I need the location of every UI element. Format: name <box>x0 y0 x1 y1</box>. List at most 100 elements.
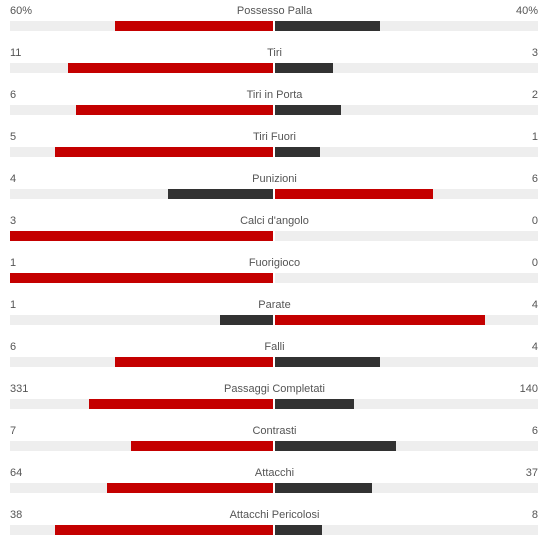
away-bar <box>275 525 322 535</box>
stat-row-free-kicks: 4 Punizioni 6 <box>0 168 549 210</box>
stat-label: Fuorigioco <box>248 257 301 269</box>
away-bar <box>275 63 333 73</box>
away-value: 1 <box>531 131 538 143</box>
away-value: 8 <box>531 509 538 521</box>
bar-divider <box>273 357 275 367</box>
away-value: 3 <box>531 47 538 59</box>
stat-row-fouls: 6 Falli 4 <box>0 336 549 378</box>
home-bar <box>68 63 273 73</box>
home-bar <box>115 21 273 31</box>
away-value: 6 <box>531 173 538 185</box>
away-value: 0 <box>531 215 538 227</box>
home-value: 38 <box>10 509 23 521</box>
bar-divider <box>273 147 275 157</box>
bar-divider <box>273 399 275 409</box>
stat-row-tackles: 7 Contrasti 6 <box>0 420 549 462</box>
away-value: 40% <box>515 5 538 17</box>
away-value: 140 <box>519 383 538 395</box>
away-value: 37 <box>525 467 538 479</box>
stat-bar-track <box>10 21 538 31</box>
stat-label: Calci d'angolo <box>240 215 309 227</box>
bar-divider <box>273 63 275 73</box>
away-bar <box>275 357 380 367</box>
home-value: 4 <box>10 173 17 185</box>
stat-bar-track <box>10 525 538 535</box>
home-bar <box>10 273 273 283</box>
home-bar <box>220 315 273 325</box>
stat-row-offsides: 1 Fuorigioco 0 <box>0 252 549 294</box>
bar-divider <box>273 189 275 199</box>
stat-row-shots-off-target: 5 Tiri Fuori 1 <box>0 126 549 168</box>
stat-bar-track <box>10 189 538 199</box>
home-value: 11 <box>10 47 22 59</box>
home-value: 64 <box>10 467 23 479</box>
away-bar <box>275 483 372 493</box>
home-bar <box>10 231 273 241</box>
home-bar <box>89 399 273 409</box>
away-bar <box>275 441 396 451</box>
stat-label: Possesso Palla <box>236 5 313 17</box>
away-bar <box>275 147 320 157</box>
stat-label: Passaggi Completati <box>224 383 325 395</box>
stat-label: Tiri <box>267 47 282 59</box>
stat-row-corners: 3 Calci d'angolo 0 <box>0 210 549 252</box>
stat-label: Parate <box>258 299 291 311</box>
bar-divider <box>273 273 275 283</box>
away-bar <box>275 105 341 115</box>
home-value: 3 <box>10 215 17 227</box>
away-value: 2 <box>531 89 538 101</box>
stat-bar-track <box>10 357 538 367</box>
stat-row-attacks: 64 Attacchi 37 <box>0 462 549 504</box>
home-bar <box>76 105 273 115</box>
home-value: 6 <box>10 89 17 101</box>
away-bar <box>275 189 433 199</box>
stat-bar-track <box>10 231 538 241</box>
stat-row-shots-on-target: 6 Tiri in Porta 2 <box>0 84 549 126</box>
stat-label: Attacchi <box>254 467 295 479</box>
stat-row-possession: 60% Possesso Palla 40% <box>0 0 549 42</box>
stat-bar-track <box>10 105 538 115</box>
away-value: 0 <box>531 257 538 269</box>
stat-row-shots: 11 Tiri 3 <box>0 42 549 84</box>
bar-divider <box>273 315 275 325</box>
stat-label: Falli <box>264 341 285 353</box>
away-bar <box>275 315 485 325</box>
home-bar <box>55 525 273 535</box>
stat-bar-track <box>10 441 538 451</box>
home-bar <box>131 441 273 451</box>
stat-bar-track <box>10 483 538 493</box>
home-value: 6 <box>10 341 17 353</box>
stat-label: Attacchi Pericolosi <box>229 509 320 521</box>
stat-bar-track <box>10 147 538 157</box>
stat-row-completed-passes: 331 Passaggi Completati 140 <box>0 378 549 420</box>
stat-label: Punizioni <box>252 173 297 185</box>
home-bar <box>55 147 273 157</box>
stat-row-saves: 1 Parate 4 <box>0 294 549 336</box>
home-value: 60% <box>10 5 33 17</box>
bar-divider <box>273 105 275 115</box>
home-value: 5 <box>10 131 17 143</box>
away-value: 6 <box>531 425 538 437</box>
stat-label: Tiri in Porta <box>246 89 303 101</box>
bar-divider <box>273 525 275 535</box>
stat-row-dangerous-attacks: 38 Attacchi Pericolosi 8 <box>0 504 549 546</box>
bar-divider <box>273 483 275 493</box>
away-bar <box>275 399 354 409</box>
bar-divider <box>273 441 275 451</box>
stat-bar-track <box>10 273 538 283</box>
away-value: 4 <box>531 299 538 311</box>
home-value: 1 <box>10 257 17 269</box>
stat-bar-track <box>10 399 538 409</box>
stat-bar-track <box>10 63 538 73</box>
home-bar <box>168 189 273 199</box>
home-value: 7 <box>10 425 17 437</box>
home-value: 331 <box>10 383 29 395</box>
home-value: 1 <box>10 299 17 311</box>
stat-bar-track <box>10 315 538 325</box>
away-value: 4 <box>531 341 538 353</box>
bar-divider <box>273 21 275 31</box>
bar-divider <box>273 231 275 241</box>
stat-label: Contrasti <box>252 425 297 437</box>
home-bar <box>115 357 273 367</box>
